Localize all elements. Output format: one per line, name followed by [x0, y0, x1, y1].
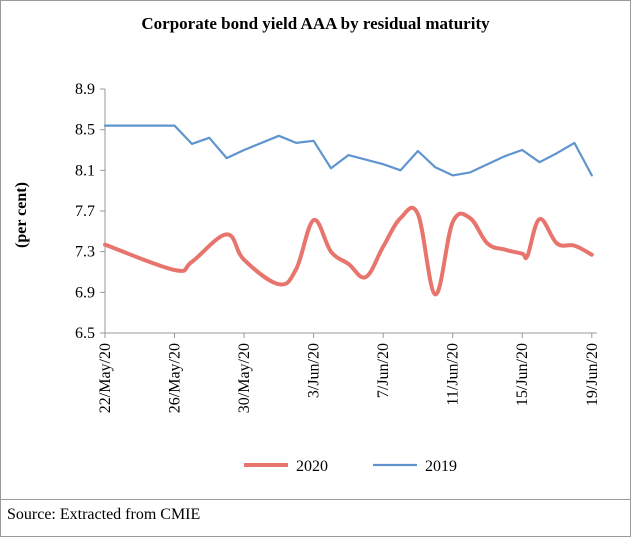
x-tick-label: 19/Jun/20 [584, 343, 601, 406]
y-tick-label: 8.1 [75, 162, 95, 179]
x-tick-label: 7/Jun/20 [375, 343, 392, 398]
x-tick-label: 15/Jun/20 [514, 343, 531, 406]
source-text: Source: Extracted from CMIE [7, 506, 200, 524]
y-axis-label: (per cent) [13, 182, 30, 248]
y-tick-label: 6.5 [75, 325, 95, 342]
series-group [105, 126, 592, 295]
y-tick-label: 7.7 [75, 203, 95, 220]
legend-label-2020: 2020 [296, 458, 328, 475]
y-tick-label: 8.9 [75, 81, 95, 98]
x-tick-label: 30/May/20 [236, 343, 253, 413]
y-axis-ticks: 8.9 8.5 8.1 7.7 7.3 6.9 6.5 [75, 81, 105, 342]
y-tick-label: 8.5 [75, 122, 95, 139]
x-tick-label: 3/Jun/20 [306, 343, 323, 398]
series-line-2019 [105, 126, 592, 176]
series-line-2020 [105, 208, 592, 295]
source-divider [0, 499, 631, 500]
y-tick-label: 6.9 [75, 284, 95, 301]
legend: 2020 2019 [244, 458, 457, 475]
x-tick-label: 11/Jun/20 [445, 343, 462, 406]
y-tick-label: 7.3 [75, 244, 95, 261]
legend-label-2019: 2019 [425, 458, 457, 475]
line-chart: 8.9 8.5 8.1 7.7 7.3 6.9 6.5 22/May/20 26/May/20… [0, 0, 631, 537]
x-tick-label: 26/May/20 [167, 343, 184, 413]
x-axis-ticks: 22/May/20 26/May/20 30/May/20 3/Jun/20 7/Jun… [97, 333, 601, 413]
x-tick-label: 22/May/20 [97, 343, 114, 413]
